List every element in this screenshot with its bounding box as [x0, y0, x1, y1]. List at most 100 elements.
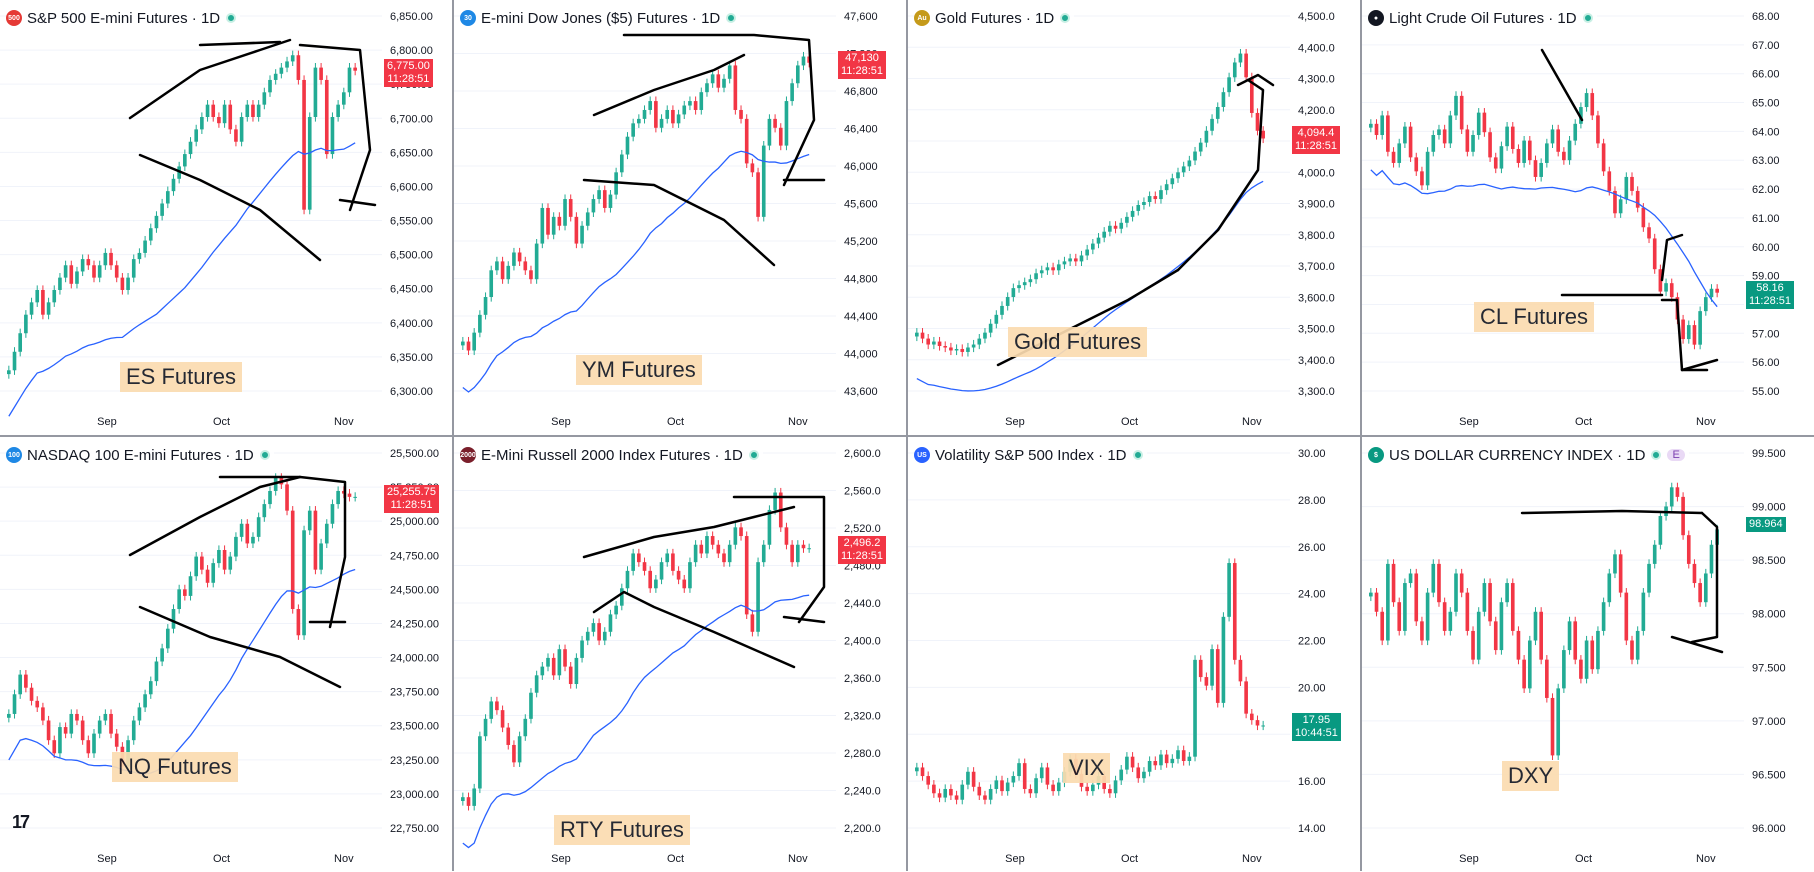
hand-drawn-annotation[interactable]	[128, 38, 292, 120]
candle	[75, 709, 79, 726]
candle	[966, 767, 970, 790]
hand-drawn-annotation[interactable]	[1680, 358, 1719, 372]
y-tick-label: 44,400	[844, 311, 878, 323]
chart-svg-rty[interactable]: 2,600.02,560.02,520.02,480.02,440.02,400…	[454, 437, 906, 872]
chart-text-label[interactable]: ES Futures	[120, 362, 243, 392]
bar-countdown: 11:28:51	[390, 498, 433, 511]
candle	[722, 74, 726, 93]
hand-drawn-annotation[interactable]	[592, 590, 796, 669]
symbol-icon: ●	[1368, 10, 1384, 26]
hand-drawn-annotation[interactable]	[138, 153, 322, 262]
y-tick-label: 2,360.0	[844, 673, 881, 685]
hand-drawn-annotation[interactable]	[622, 33, 816, 187]
candle	[988, 319, 993, 338]
market-open-icon	[1651, 450, 1662, 460]
chart-text-label[interactable]: NQ Futures	[112, 752, 238, 782]
hand-drawn-annotation[interactable]	[1540, 48, 1584, 122]
candle	[693, 540, 698, 567]
chart-panel-gold[interactable]: 4,500.04,400.04,300.04,200.04,100.04,000…	[908, 0, 1360, 435]
chart-svg-gold[interactable]: 4,500.04,400.04,300.04,200.04,100.04,000…	[908, 0, 1360, 435]
chart-text-label[interactable]: RTY Futures	[554, 815, 690, 845]
chart-header[interactable]: 30 E-mini Dow Jones ($5) Futures · 1D	[460, 8, 741, 28]
candle	[563, 644, 567, 672]
hand-drawn-annotation[interactable]	[1660, 233, 1684, 282]
hand-drawn-annotation[interactable]	[1690, 511, 1719, 644]
hand-drawn-annotation[interactable]	[582, 178, 776, 267]
chart-header[interactable]: US Volatility S&P 500 Index · 1D	[914, 445, 1147, 465]
chart-text-label[interactable]: VIX	[1063, 753, 1111, 783]
candle	[347, 488, 352, 502]
hand-drawn-annotation[interactable]	[1176, 78, 1265, 272]
candle	[1028, 274, 1033, 287]
symbol-icon: 100	[6, 447, 22, 463]
symbol-title[interactable]: E-mini Dow Jones ($5) Futures · 1D	[481, 9, 721, 27]
chart-svg-vix[interactable]: 30.0028.0026.0024.0022.0020.0018.0016.00…	[908, 437, 1360, 872]
chart-text-label[interactable]: YM Futures	[576, 355, 702, 385]
y-tick-label: 67.00	[1752, 40, 1780, 52]
candle	[523, 256, 528, 275]
chart-panel-vix[interactable]: 30.0028.0026.0024.0022.0020.0018.0016.00…	[908, 437, 1360, 872]
chart-panel-dxy[interactable]: 99.500 99.000 98.500 98.000 97.500 97.000 96.5…	[1362, 437, 1814, 872]
candle	[103, 709, 108, 726]
hand-drawn-annotation[interactable]	[1236, 73, 1275, 87]
candle	[688, 557, 692, 593]
y-tick-label: 6,800.00	[390, 45, 433, 57]
last-price-tag: 2,496.2 11:28:51	[838, 536, 887, 565]
candle	[495, 696, 499, 715]
chart-text-label[interactable]: Gold Futures	[1008, 327, 1148, 357]
candle	[574, 653, 579, 689]
symbol-title[interactable]: Light Crude Oil Futures · 1D	[1389, 9, 1577, 27]
hand-drawn-annotation[interactable]	[128, 475, 302, 557]
candle	[114, 729, 119, 752]
candle	[183, 149, 187, 172]
chart-svg-dxy[interactable]: 99.500 99.000 98.500 98.000 97.500 97.000 96.5…	[1362, 437, 1814, 872]
candle	[1005, 292, 1010, 311]
hand-drawn-annotation[interactable]	[198, 40, 282, 47]
hand-drawn-annotation[interactable]	[1660, 298, 1709, 372]
chart-header[interactable]: 100 NASDAQ 100 E-mini Futures · 1D	[6, 445, 274, 465]
chart-text-label[interactable]: DXY	[1502, 761, 1560, 791]
candle	[1176, 167, 1180, 183]
event-badge[interactable]: E	[1667, 449, 1685, 461]
hand-drawn-annotation[interactable]	[732, 495, 826, 624]
candle	[234, 532, 238, 562]
chart-header[interactable]: 2000 E-Mini Russell 2000 Index Futures · …	[460, 445, 763, 465]
candle	[1454, 91, 1458, 121]
hand-drawn-annotation[interactable]	[138, 605, 342, 689]
symbol-title[interactable]: S&P 500 E-mini Futures · 1D	[27, 9, 221, 27]
candle	[1499, 597, 1504, 655]
chart-panel-es[interactable]: 6,850.006,800.006,750.006,700.006,650.00…	[0, 0, 452, 435]
chart-panel-rty[interactable]: 2,600.0 2,560.0 2,520.0 2,480.0 2,440.0 2,400…	[454, 437, 906, 872]
y-tick-label: 44,000	[844, 349, 878, 361]
hand-drawn-annotation[interactable]	[298, 43, 372, 212]
symbol-icon: $	[1368, 447, 1384, 463]
chart-text-label[interactable]: CL Futures	[1474, 302, 1595, 332]
hand-drawn-annotation[interactable]	[218, 475, 347, 629]
hand-drawn-annotation[interactable]	[782, 615, 826, 624]
hand-drawn-annotation[interactable]	[1520, 509, 1704, 515]
symbol-title[interactable]: E-Mini Russell 2000 Index Futures · 1D	[481, 446, 743, 464]
candle	[18, 670, 23, 699]
candle	[574, 212, 579, 249]
chart-header[interactable]: Au Gold Futures · 1D	[914, 8, 1075, 28]
hand-drawn-annotation[interactable]	[338, 198, 377, 207]
hand-drawn-annotation[interactable]	[1670, 635, 1724, 654]
chart-panel-cl[interactable]: 68.00 67.00 66.00 65.00 64.00 63.00 62.00 61.00…	[1362, 0, 1814, 435]
chart-header[interactable]: $ US DOLLAR CURRENCY INDEX · 1D E	[1368, 445, 1689, 465]
candle	[1630, 172, 1634, 196]
chart-svg-cl[interactable]: 68.00 67.00 66.00 65.00 64.00 63.00 62.00 61.00…	[1362, 0, 1814, 435]
candle	[1454, 568, 1458, 617]
candle	[1692, 559, 1697, 588]
chart-svg-es[interactable]: 6,850.006,800.006,750.006,700.006,650.00…	[0, 0, 452, 435]
chart-panel-ym[interactable]: 47,60047,20046,80046,40046,00045,60045,2…	[454, 0, 906, 435]
hand-drawn-annotation[interactable]	[592, 53, 746, 117]
hand-drawn-annotation[interactable]	[582, 505, 796, 559]
symbol-title[interactable]: US DOLLAR CURRENCY INDEX · 1D	[1389, 446, 1646, 464]
candle	[1159, 749, 1163, 770]
chart-header[interactable]: ● Light Crude Oil Futures · 1D	[1368, 8, 1597, 28]
symbol-title[interactable]: NASDAQ 100 E-mini Futures · 1D	[27, 446, 254, 464]
symbol-title[interactable]: Gold Futures · 1D	[935, 9, 1055, 27]
chart-header[interactable]: 500 S&P 500 E-mini Futures · 1D	[6, 8, 241, 28]
chart-panel-nq[interactable]: 25,500.0025,250.0025,000.0024,750.0024,5…	[0, 437, 452, 872]
symbol-title[interactable]: Volatility S&P 500 Index · 1D	[935, 446, 1127, 464]
